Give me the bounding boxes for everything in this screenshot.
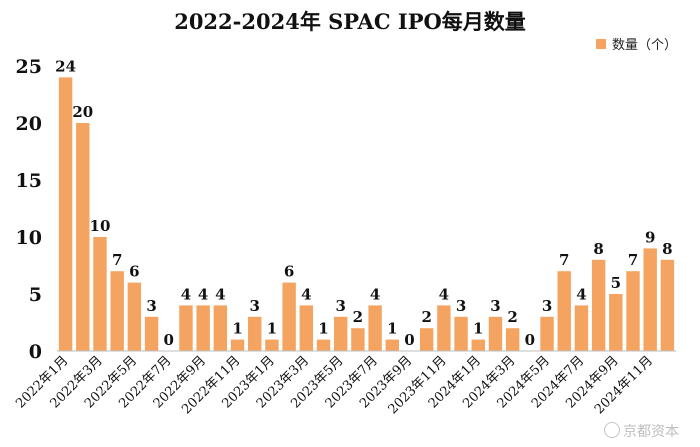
bar-value-label: 2: [507, 308, 517, 326]
bar: [574, 305, 589, 351]
bar-value-label: 3: [456, 297, 466, 315]
legend: 数量（个）: [596, 34, 677, 53]
bar-value-label: 0: [164, 331, 174, 349]
bar-value-label: 4: [181, 285, 191, 303]
bar: [179, 305, 193, 351]
y-tick-label: 25: [16, 56, 42, 78]
bar-value-label: 3: [490, 297, 500, 315]
bar: [643, 248, 657, 351]
legend-swatch: [596, 38, 606, 49]
bar: [196, 305, 210, 351]
bar: [540, 316, 554, 351]
bar-value-label: 7: [559, 251, 569, 269]
bar: [557, 271, 571, 351]
bar-value-label: 6: [284, 263, 294, 281]
bar-value-label: 2: [421, 308, 431, 326]
bar-value-label: 3: [542, 297, 552, 315]
bar-value-label: 3: [146, 297, 156, 315]
bar-value-label: 8: [662, 240, 672, 258]
y-tick-label: 15: [16, 170, 42, 192]
bar: [609, 294, 623, 351]
bar: [660, 259, 675, 351]
bar-value-label: 10: [90, 217, 111, 235]
bar-value-label: 7: [628, 251, 638, 269]
bar: [591, 259, 606, 351]
bar-value-label: 1: [318, 320, 328, 338]
bar: [454, 316, 468, 351]
bar: [248, 316, 262, 351]
y-tick-label: 20: [16, 113, 42, 135]
bar-value-label: 4: [198, 285, 208, 303]
bar: [334, 316, 348, 351]
bar-value-label: 1: [473, 320, 483, 338]
bar: [76, 123, 90, 351]
bar-value-label: 4: [439, 285, 449, 303]
watermark-text: 京都资本: [623, 424, 679, 440]
bar-value-label: 4: [576, 285, 586, 303]
y-tick-label: 10: [16, 227, 42, 249]
bar: [213, 305, 228, 351]
bar-value-label: 1: [387, 320, 397, 338]
bar-value-label: 0: [404, 331, 414, 349]
bar: [626, 271, 640, 351]
bar: [419, 328, 434, 351]
bar: [144, 316, 159, 351]
bar-value-label: 7: [112, 251, 122, 269]
bar-value-label: 4: [370, 285, 380, 303]
bar-value-label: 3: [250, 297, 260, 315]
bar: [299, 305, 314, 351]
bar-value-label: 0: [525, 331, 535, 349]
bar: [127, 282, 142, 351]
bar: [488, 316, 503, 351]
bar-value-label: 3: [335, 297, 345, 315]
bar: [471, 339, 485, 351]
bar: [368, 305, 382, 351]
bar: [505, 328, 520, 351]
bar-value-label: 20: [72, 103, 93, 121]
bar: [385, 339, 399, 351]
bar: [316, 339, 331, 351]
chart-title: 2022-2024年 SPAC IPO每月数量: [174, 9, 526, 34]
bar: [230, 339, 245, 351]
y-tick-label: 0: [29, 341, 42, 363]
bar: [58, 77, 73, 352]
bar-value-label: 4: [301, 285, 311, 303]
bar-value-label: 6: [129, 263, 139, 281]
legend-label: 数量（个）: [612, 38, 678, 53]
bar-value-label: 5: [611, 274, 621, 292]
bar-value-label: 1: [232, 320, 242, 338]
bar: [351, 328, 365, 351]
y-tick-label: 5: [29, 284, 42, 306]
bar-value-label: 9: [645, 228, 655, 246]
bar: [437, 305, 451, 351]
bar-value-label: 8: [593, 240, 603, 258]
bar-value-label: 24: [55, 57, 76, 75]
bar: [93, 237, 107, 351]
bar-value-label: 2: [353, 308, 363, 326]
bar: [282, 282, 296, 351]
bar-value-label: 1: [267, 320, 277, 338]
bar: [110, 271, 124, 351]
bar-value-label: 4: [215, 285, 225, 303]
watermark-logo-icon: [604, 422, 620, 438]
watermark: 京都资本: [604, 421, 679, 441]
bar: [265, 339, 279, 351]
